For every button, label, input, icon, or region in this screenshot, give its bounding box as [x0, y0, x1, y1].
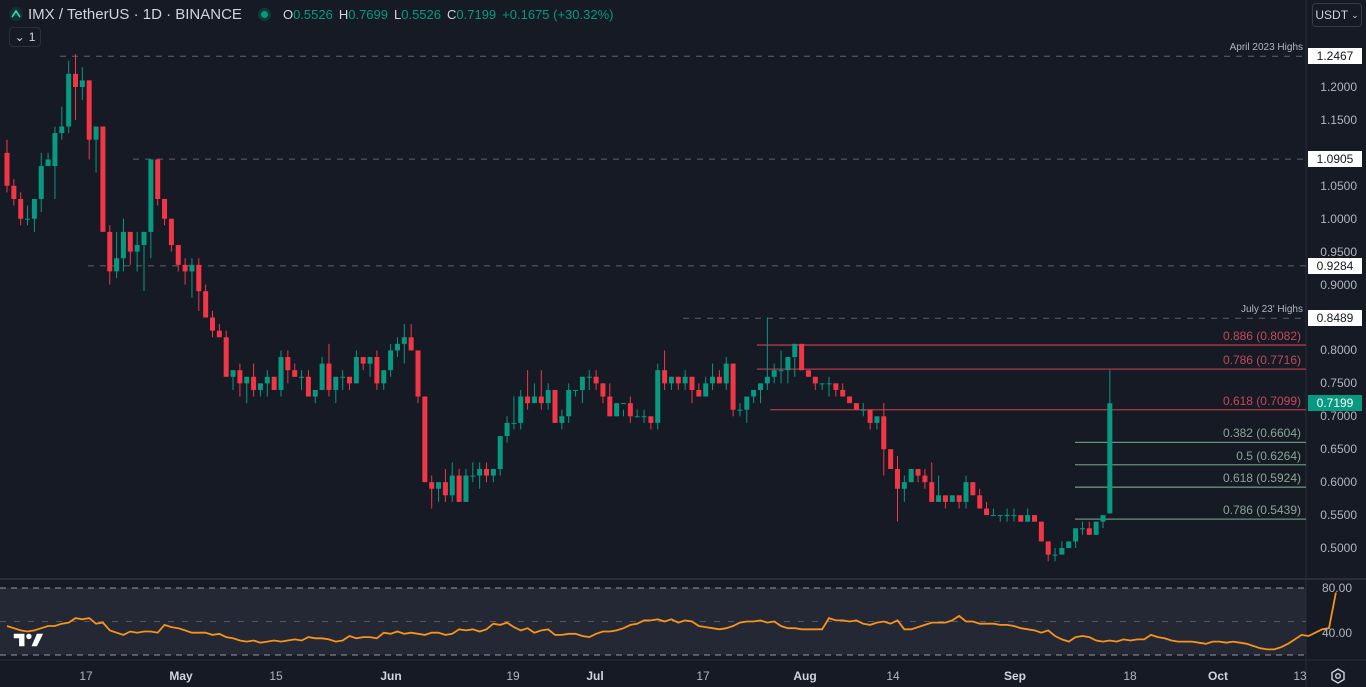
level-price-badge: 0.8489 — [1308, 310, 1362, 327]
rsi-tick: 80.00 — [1321, 581, 1352, 595]
price-tick: 1.0000 — [1320, 211, 1357, 226]
price-tick: 0.9500 — [1320, 244, 1357, 259]
price-tick: 0.5000 — [1320, 541, 1357, 556]
price-tick: 0.7000 — [1320, 409, 1357, 424]
fib-level-label: 0.786 (0.7716) — [1222, 353, 1301, 368]
chevron-down-icon: ⌄ — [1351, 9, 1359, 20]
price-tick: 1.1500 — [1320, 112, 1357, 127]
market-status-icon — [257, 7, 271, 21]
settings-gear-icon[interactable] — [1330, 668, 1346, 684]
fib-level-label: 0.786 (0.5439) — [1222, 503, 1301, 518]
ohlc-values: O0.5526 H0.7699 L0.5526 C0.7199 +0.1675 … — [282, 6, 614, 22]
price-tick: 0.8000 — [1320, 343, 1357, 358]
price-tick: 0.9000 — [1320, 277, 1357, 292]
price-tick: 0.6500 — [1320, 442, 1357, 457]
fib-level-label: 0.618 (0.7099) — [1222, 393, 1301, 408]
time-axis-label: 19 — [506, 669, 520, 683]
time-axis-label: Aug — [793, 669, 817, 683]
time-axis-label: 14 — [886, 669, 900, 683]
time-axis-label: 18 — [1123, 669, 1137, 683]
level-price-badge: 1.2467 — [1308, 48, 1362, 65]
currency-selector[interactable]: USDT ⌄ — [1312, 3, 1362, 27]
collapse-indicators-button[interactable]: ⌄ 1 — [9, 27, 41, 47]
tradingview-logo-icon[interactable] — [12, 632, 44, 648]
fib-level-label: 0.618 (0.5924) — [1222, 471, 1301, 486]
time-axis-label: 17 — [696, 669, 710, 683]
time-axis-label: Oct — [1207, 669, 1229, 683]
time-axis-label: 13 — [1293, 669, 1307, 683]
fib-level-label: 0.382 (0.6604) — [1222, 426, 1301, 441]
time-axis-label: 17 — [79, 669, 93, 683]
level-price-badge: 1.0905 — [1308, 151, 1362, 168]
time-axis-label: Sep — [1003, 669, 1027, 683]
time-axis-label: Jul — [586, 669, 604, 683]
chevron-down-icon: ⌄ — [14, 30, 25, 44]
price-tick: 1.2000 — [1320, 80, 1357, 94]
low-value: 0.5526 — [401, 6, 441, 22]
close-value: 0.7199 — [456, 6, 497, 22]
symbol-legend: IMX / TetherUS · 1D · BINANCE O0.5526 H0… — [8, 4, 613, 24]
fib-level-label: 0.886 (0.8082) — [1222, 329, 1301, 344]
price-tick: 0.7500 — [1320, 376, 1357, 391]
open-value: 0.5526 — [293, 6, 333, 22]
price-tick: 1.0500 — [1320, 178, 1357, 193]
time-axis-label: Jun — [380, 669, 402, 683]
time-axis-label: May — [169, 669, 193, 683]
price-tick: 0.6000 — [1320, 475, 1357, 490]
current-price-badge: 0.7199 — [1308, 395, 1362, 412]
imx-logo-icon — [9, 7, 23, 21]
level-label: April 2023 Highs — [1229, 42, 1303, 54]
time-axis-label: 15 — [269, 669, 283, 683]
price-tick: 0.5500 — [1320, 508, 1357, 523]
level-label: July 23' Highs — [1241, 304, 1303, 316]
level-price-badge: 0.9284 — [1308, 257, 1362, 274]
rsi-tick: 40.00 — [1321, 625, 1352, 640]
change-value: +0.1675 (+30.32%) — [502, 6, 614, 22]
symbol-title[interactable]: IMX / TetherUS · 1D · BINANCE — [28, 5, 242, 23]
fib-level-label: 0.5 (0.6264) — [1236, 448, 1301, 463]
high-value: 0.7699 — [348, 6, 388, 22]
